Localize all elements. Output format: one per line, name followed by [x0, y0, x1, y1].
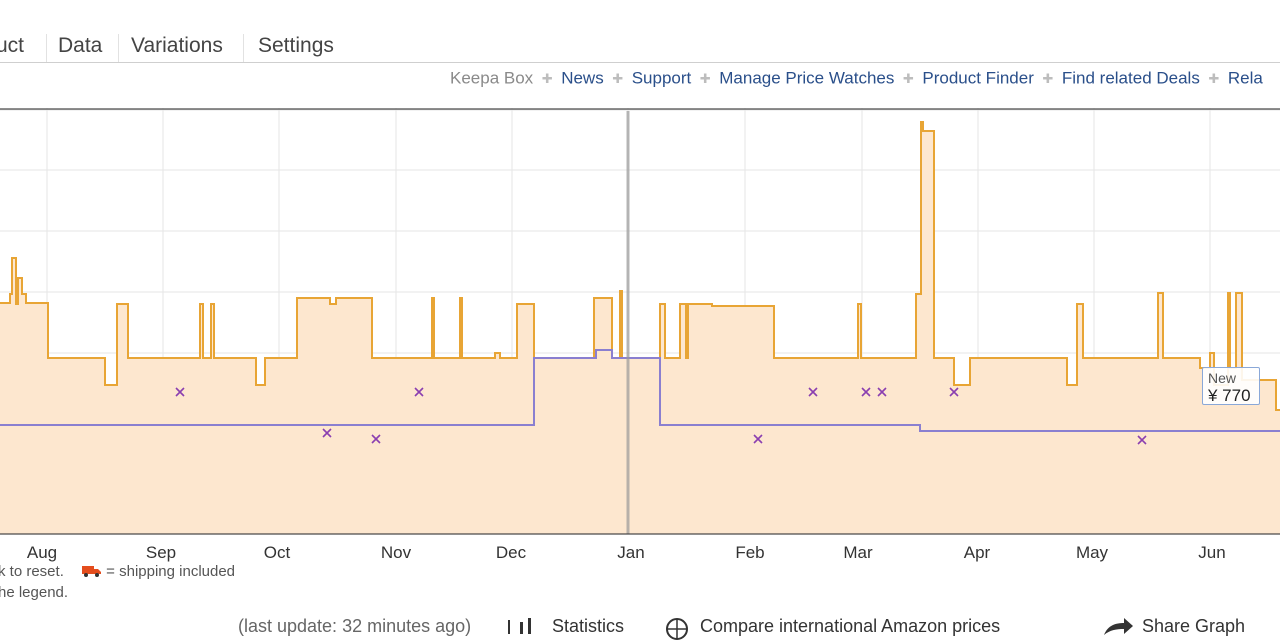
manage-price-watches-link[interactable]: Manage Price Watches: [719, 68, 895, 88]
shipping-note-text: = shipping included: [106, 563, 236, 580]
last-update-text: (last update: 32 minutes ago): [238, 616, 472, 636]
x-tick-label: Jun: [1198, 543, 1225, 562]
x-axis-labels: Aug Sep Oct Nov Dec Jan Feb Mar Apr May Jun: [27, 543, 1226, 562]
reset-note: k to reset.: [0, 563, 64, 580]
price-markers: [175, 387, 1147, 445]
plus-icon: ✚: [612, 70, 624, 86]
product-finder-link[interactable]: Product Finder: [922, 68, 1034, 88]
support-link[interactable]: Support: [631, 68, 692, 88]
plus-icon: ✚: [1042, 70, 1054, 86]
legend-note: he legend.: [0, 584, 69, 601]
price-marker: [1137, 435, 1147, 445]
tab-data[interactable]: Data: [58, 34, 103, 57]
bottom-toolbar: (last update: 32 minutes ago) Statistics…: [0, 616, 1280, 640]
price-history-chart[interactable]: Aug Sep Oct Nov Dec Jan Feb Mar Apr May Jun: [0, 108, 1280, 562]
tooltip-label: New: [1208, 370, 1237, 386]
tab-product[interactable]: uct: [0, 34, 25, 57]
plus-icon: ✚: [902, 70, 914, 86]
price-marker: [322, 428, 332, 438]
secondary-price-line: [0, 349, 1280, 432]
x-tick-label: Jan: [617, 543, 644, 562]
chart-svg[interactable]: Aug Sep Oct Nov Dec Jan Feb Mar Apr May Jun: [0, 108, 1280, 568]
price-marker: [808, 387, 818, 397]
tab-divider: [118, 34, 119, 62]
tab-divider: [243, 34, 244, 62]
tab-settings[interactable]: Settings: [258, 34, 334, 57]
tab-underline: [0, 62, 1280, 63]
share-arrow-icon: [1102, 617, 1134, 637]
price-tooltip: New ¥ 770: [1202, 367, 1260, 405]
x-tick-label: Aug: [27, 543, 57, 562]
x-tick-label: Mar: [843, 543, 873, 562]
x-tick-label: Apr: [964, 543, 991, 562]
tab-divider: [46, 34, 47, 62]
tab-bar: uct Data Variations Settings: [0, 0, 1280, 64]
plus-icon: ✚: [1208, 70, 1220, 86]
tooltip-value: ¥ 770: [1208, 386, 1251, 405]
truck-icon: [82, 565, 102, 577]
links-row: Keepa Box ✚ News ✚ Support ✚ Manage Price Watc…: [450, 68, 1263, 90]
keepa-box-link[interactable]: Keepa Box: [450, 68, 534, 88]
plus-icon: ✚: [541, 70, 553, 86]
shipping-note: = shipping included: [82, 563, 235, 580]
related-link[interactable]: Rela: [1227, 68, 1263, 88]
find-related-deals-link[interactable]: Find related Deals: [1061, 68, 1200, 88]
price-marker: [861, 387, 871, 397]
price-marker: [877, 387, 887, 397]
globe-icon: [664, 618, 690, 640]
compare-prices-link[interactable]: Compare international Amazon prices: [700, 616, 1001, 636]
news-link[interactable]: News: [561, 68, 604, 88]
plus-icon: ✚: [699, 70, 711, 86]
price-marker: [414, 387, 424, 397]
x-tick-label: Oct: [264, 543, 291, 562]
x-tick-label: Feb: [735, 543, 764, 562]
tab-variations[interactable]: Variations: [131, 34, 223, 57]
x-tick-label: May: [1076, 543, 1109, 562]
x-tick-label: Nov: [381, 543, 412, 562]
amazon-price-area: [0, 122, 1280, 534]
x-tick-label: Sep: [146, 543, 176, 562]
price-marker: [175, 387, 185, 397]
x-tick-label: Dec: [496, 543, 527, 562]
chart-border: [0, 108, 1280, 535]
price-marker: [753, 434, 763, 444]
price-marker: [371, 434, 381, 444]
statistics-icon: [508, 618, 542, 634]
share-graph-link[interactable]: Share Graph: [1142, 616, 1246, 636]
statistics-link[interactable]: Statistics: [552, 616, 625, 636]
price-marker: [949, 387, 959, 397]
